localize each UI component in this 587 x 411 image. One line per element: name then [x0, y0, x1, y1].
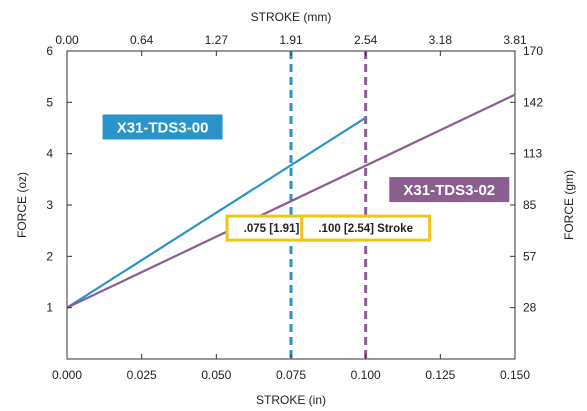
x2-tick-label: 0.64: [130, 33, 154, 47]
y-tick-label: 6: [46, 44, 53, 58]
x-axis-title: STROKE (in): [256, 393, 326, 407]
x-tick-label: 0.000: [52, 368, 82, 382]
x-tick-label: 0.075: [276, 368, 306, 382]
y-tick-label: 1: [46, 301, 53, 315]
series-line: [66, 116, 367, 309]
y-tick-label: 2: [46, 249, 53, 263]
y-tick-label: 4: [46, 147, 53, 161]
y2-tick-label: 28: [523, 301, 537, 315]
series-name-tag: [389, 177, 510, 203]
x-tick-label: 0.150: [500, 368, 530, 382]
y2-tick-label: 142: [523, 95, 543, 109]
stroke-label-text: .100 [2.54] Stroke: [318, 223, 413, 235]
x2-tick-label: 1.91: [279, 33, 303, 47]
y-tick-label: 3: [46, 198, 53, 212]
x2-tick-label: 3.18: [429, 33, 453, 47]
y-tick-label: 5: [46, 95, 53, 109]
y2-tick-label: 170: [523, 44, 543, 58]
x2-tick-label: 0.00: [55, 33, 79, 47]
x-tick-label: 0.125: [425, 368, 455, 382]
stroke-label-box: [300, 214, 432, 242]
y2-tick-label: 113: [523, 147, 542, 161]
series-name-label: X31-TDS3-00: [117, 119, 209, 136]
series-name-tag: [102, 114, 223, 140]
y2-axis-title: FORCE (gm): [562, 170, 576, 240]
x2-tick-label: 3.81: [503, 33, 527, 47]
x-tick-label: 0.025: [127, 368, 157, 382]
series-name-label: X31-TDS3-02: [403, 182, 495, 199]
x-tick-label: 0.050: [201, 368, 231, 382]
y2-tick-label: 57: [523, 249, 537, 263]
y-axis-title: FORCE (oz): [15, 172, 29, 238]
x2-tick-label: 2.54: [354, 33, 378, 47]
y2-tick-label: 85: [523, 198, 537, 212]
x2-tick-label: 1.27: [205, 33, 229, 47]
series-line: [66, 93, 516, 309]
x-tick-label: 0.100: [351, 368, 381, 382]
x2-axis-title: STROKE (mm): [251, 10, 332, 24]
